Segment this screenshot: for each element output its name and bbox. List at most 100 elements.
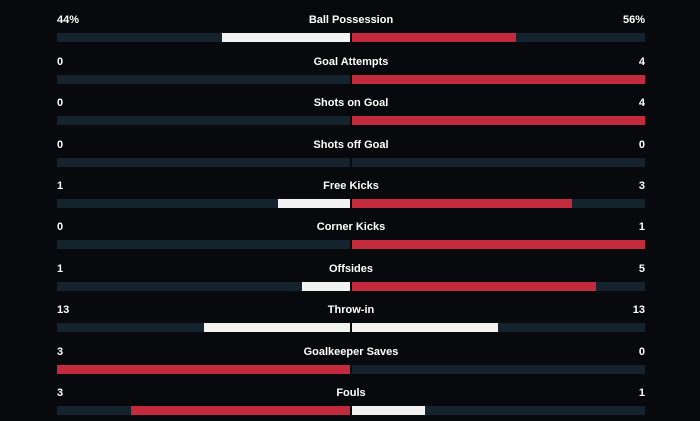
stat-bar-track — [57, 199, 645, 208]
stat-bar-track — [57, 365, 645, 374]
away-bar-fill — [351, 406, 425, 415]
home-bar-half — [57, 240, 351, 249]
stat-bar-track — [57, 240, 645, 249]
stat-name: Goalkeeper Saves — [303, 346, 399, 358]
stat-bar-track — [57, 75, 645, 84]
home-bar-half — [57, 158, 351, 167]
away-value: 5 — [638, 263, 645, 275]
away-bar-half — [351, 75, 645, 84]
center-divider — [350, 199, 352, 208]
stat-bar-track — [57, 158, 645, 167]
away-bar-half — [351, 199, 645, 208]
away-value: 1 — [638, 387, 645, 399]
home-value: 44% — [57, 14, 80, 26]
stat-bar-track — [57, 282, 645, 291]
home-value: 0 — [57, 97, 64, 109]
stat-row: 0 Shots off Goal 0 — [57, 137, 645, 167]
away-bar-fill — [351, 116, 645, 125]
stat-row: 1 Free Kicks 3 — [57, 178, 645, 208]
away-bar-fill — [351, 75, 645, 84]
away-value: 4 — [638, 97, 645, 109]
away-value: 0 — [638, 139, 645, 151]
stat-name: Shots on Goal — [313, 97, 389, 109]
away-bar-fill — [351, 323, 498, 332]
away-bar-half — [351, 158, 645, 167]
stat-label-line: 3 Fouls 1 — [57, 385, 645, 401]
stat-bar-track — [57, 323, 645, 332]
stat-label-line: 1 Offsides 5 — [57, 261, 645, 277]
away-bar-fill — [351, 282, 596, 291]
home-bar-half — [57, 116, 351, 125]
home-bar-fill — [57, 365, 351, 374]
stat-bar-track — [57, 33, 645, 42]
away-value: 3 — [638, 180, 645, 192]
stat-name: Ball Possession — [308, 14, 394, 26]
home-bar-half — [57, 406, 351, 415]
home-value: 3 — [57, 346, 64, 358]
stat-row: 0 Corner Kicks 1 — [57, 219, 645, 249]
home-bar-half — [57, 282, 351, 291]
stat-row: 3 Goalkeeper Saves 0 — [57, 344, 645, 374]
home-bar-fill — [130, 406, 351, 415]
stat-bar-track — [57, 116, 645, 125]
stat-row: 0 Goal Attempts 4 — [57, 54, 645, 84]
home-value: 3 — [57, 387, 64, 399]
center-divider — [350, 158, 352, 167]
stat-label-line: 1 Free Kicks 3 — [57, 178, 645, 194]
away-bar-fill — [351, 240, 645, 249]
home-bar-fill — [221, 33, 351, 42]
stat-row: 44% Ball Possession 56% — [57, 12, 645, 42]
stat-name: Corner Kicks — [316, 221, 386, 233]
home-bar-half — [57, 33, 351, 42]
away-value: 13 — [632, 304, 645, 316]
home-value: 0 — [57, 56, 64, 68]
stat-name: Throw-in — [327, 304, 375, 316]
home-value: 1 — [57, 180, 64, 192]
away-bar-half — [351, 282, 645, 291]
stat-label-line: 44% Ball Possession 56% — [57, 12, 645, 28]
stat-row: 1 Offsides 5 — [57, 261, 645, 291]
stat-name: Shots off Goal — [313, 139, 389, 151]
away-bar-half — [351, 365, 645, 374]
home-bar-half — [57, 75, 351, 84]
away-value: 1 — [638, 221, 645, 233]
center-divider — [350, 240, 352, 249]
away-bar-half — [351, 240, 645, 249]
center-divider — [350, 365, 352, 374]
away-bar-half — [351, 116, 645, 125]
center-divider — [350, 282, 352, 291]
away-bar-fill — [351, 33, 516, 42]
home-value: 0 — [57, 221, 64, 233]
home-bar-half — [57, 365, 351, 374]
home-bar-half — [57, 323, 351, 332]
stat-label-line: 13 Throw-in 13 — [57, 302, 645, 318]
home-value: 13 — [57, 304, 70, 316]
center-divider — [350, 323, 352, 332]
away-bar-half — [351, 406, 645, 415]
center-divider — [350, 75, 352, 84]
away-value: 0 — [638, 346, 645, 358]
away-value: 56% — [622, 14, 645, 26]
away-value: 4 — [638, 56, 645, 68]
home-bar-fill — [204, 323, 351, 332]
home-bar-fill — [302, 282, 351, 291]
stat-name: Goal Attempts — [313, 56, 389, 68]
stat-name: Free Kicks — [323, 180, 379, 192]
center-divider — [350, 33, 352, 42]
stat-label-line: 0 Shots off Goal 0 — [57, 137, 645, 153]
stat-label-line: 0 Goal Attempts 4 — [57, 54, 645, 70]
stat-label-line: 0 Corner Kicks 1 — [57, 219, 645, 235]
stat-bar-track — [57, 406, 645, 415]
away-bar-half — [351, 33, 645, 42]
away-bar-half — [351, 323, 645, 332]
away-bar-fill — [351, 199, 572, 208]
stat-name: Fouls — [336, 387, 366, 399]
home-bar-half — [57, 199, 351, 208]
home-value: 1 — [57, 263, 64, 275]
center-divider — [350, 406, 352, 415]
stat-row: 3 Fouls 1 — [57, 385, 645, 415]
home-bar-fill — [277, 199, 351, 208]
stat-label-line: 3 Goalkeeper Saves 0 — [57, 344, 645, 360]
center-divider — [350, 116, 352, 125]
